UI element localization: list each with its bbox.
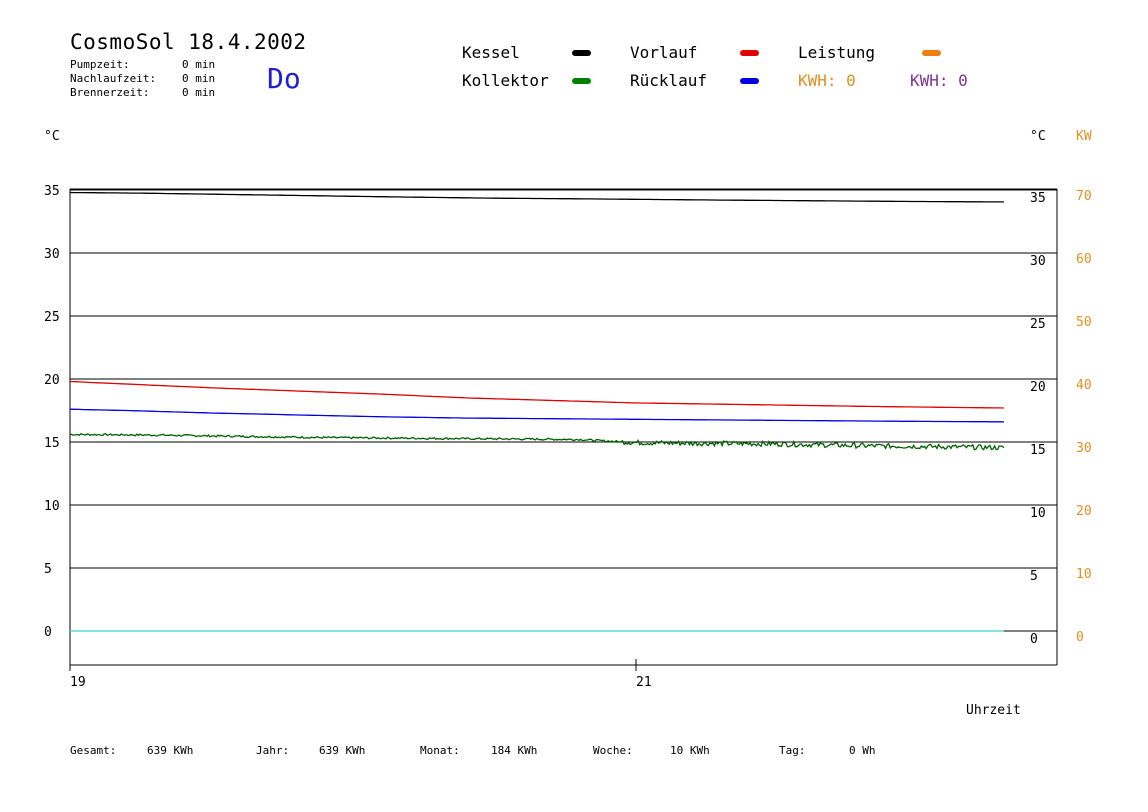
y2-tick-70: 70 [1076, 189, 1092, 204]
y-tick-left-25: 25 [44, 310, 60, 325]
y2-tick-20: 20 [1076, 504, 1092, 519]
y-tick-left-30: 30 [44, 247, 60, 262]
legend-swatch-ruecklauf [740, 78, 759, 84]
y-tick-left-20: 20 [44, 373, 60, 388]
footer-value-woche: 10 KWh [670, 744, 710, 757]
y-tick-right-25: 25 [1030, 317, 1046, 332]
footer-value-gesamt: 639 KWh [147, 744, 194, 757]
y-tick-right-35: 35 [1030, 191, 1046, 206]
footer-label-gesamt: Gesamt: [70, 744, 117, 757]
y-tick-right-20: 20 [1030, 380, 1046, 395]
legend-swatch-kessel [572, 50, 591, 56]
y-tick-right-15: 15 [1030, 443, 1046, 458]
footer-value-tag: 0 Wh [849, 744, 876, 757]
y-tick-right-0: 0 [1030, 632, 1038, 647]
legend-swatch-vorlauf [740, 50, 759, 56]
y2-tick-30: 30 [1076, 441, 1092, 456]
x-axis-label: Uhrzeit [966, 703, 1021, 718]
legend-label-ruecklauf: Rücklauf [630, 71, 708, 90]
footer-value-monat: 184 KWh [491, 744, 538, 757]
legend-swatch-leistung [922, 50, 941, 56]
y-tick-left-10: 10 [44, 499, 60, 514]
series-line-kollektor [69, 433, 1005, 451]
y-unit-left: °C [44, 129, 60, 144]
footer-label-tag: Tag: [779, 744, 806, 757]
series-line-vorlauf [69, 380, 1004, 409]
y-unit-right: °C [1030, 129, 1046, 144]
y2-tick-60: 60 [1076, 252, 1092, 267]
footer-label-monat: Monat: [420, 744, 460, 757]
y-tick-right-30: 30 [1030, 254, 1046, 269]
y2-tick-40: 40 [1076, 378, 1092, 393]
y-tick-left-0: 0 [44, 625, 52, 640]
x-tick-21: 21 [636, 675, 652, 690]
y-tick-left-5: 5 [44, 562, 52, 577]
y2-tick-0: 0 [1076, 630, 1084, 645]
y-tick-left-15: 15 [44, 436, 60, 451]
stat-value-brenner: 0 min [182, 86, 216, 99]
stat-value-pump: 0 min [182, 58, 216, 71]
x-tick-19: 19 [70, 675, 86, 690]
y-tick-right-10: 10 [1030, 506, 1046, 521]
y2-tick-10: 10 [1076, 567, 1092, 582]
legend-swatch-kollektor [572, 78, 591, 84]
y2-tick-50: 50 [1076, 315, 1092, 330]
footer-value-jahr: 639 KWh [319, 744, 366, 757]
stat-label-nachlauf: Nachlaufzeit: [70, 72, 157, 85]
legend-label-kollektor: Kollektor [462, 71, 549, 90]
footer-label-woche: Woche: [593, 744, 633, 757]
series-line-rcklauf [69, 408, 1004, 423]
kwh-orange-label: KWH: 0 [798, 71, 856, 90]
legend-label-vorlauf: Vorlauf [630, 43, 698, 62]
stat-label-brenner: Brennerzeit: [70, 86, 150, 99]
stat-value-nachlauf: 0 min [182, 72, 216, 85]
chart-title: CosmoSol 18.4.2002 [70, 30, 307, 54]
kwh-purple-label: KWH: 0 [910, 71, 968, 90]
weekday-label: Do [267, 62, 301, 95]
legend-label-leistung: Leistung [798, 43, 876, 62]
series-line-kessel [69, 191, 1004, 203]
y-tick-left-35: 35 [44, 184, 60, 199]
legend-label-kessel: Kessel [462, 43, 520, 62]
y-tick-right-5: 5 [1030, 569, 1038, 584]
stat-label-pump: Pumpzeit: [70, 58, 130, 71]
y2-unit: KW [1076, 129, 1092, 144]
footer-label-jahr: Jahr: [256, 744, 290, 757]
